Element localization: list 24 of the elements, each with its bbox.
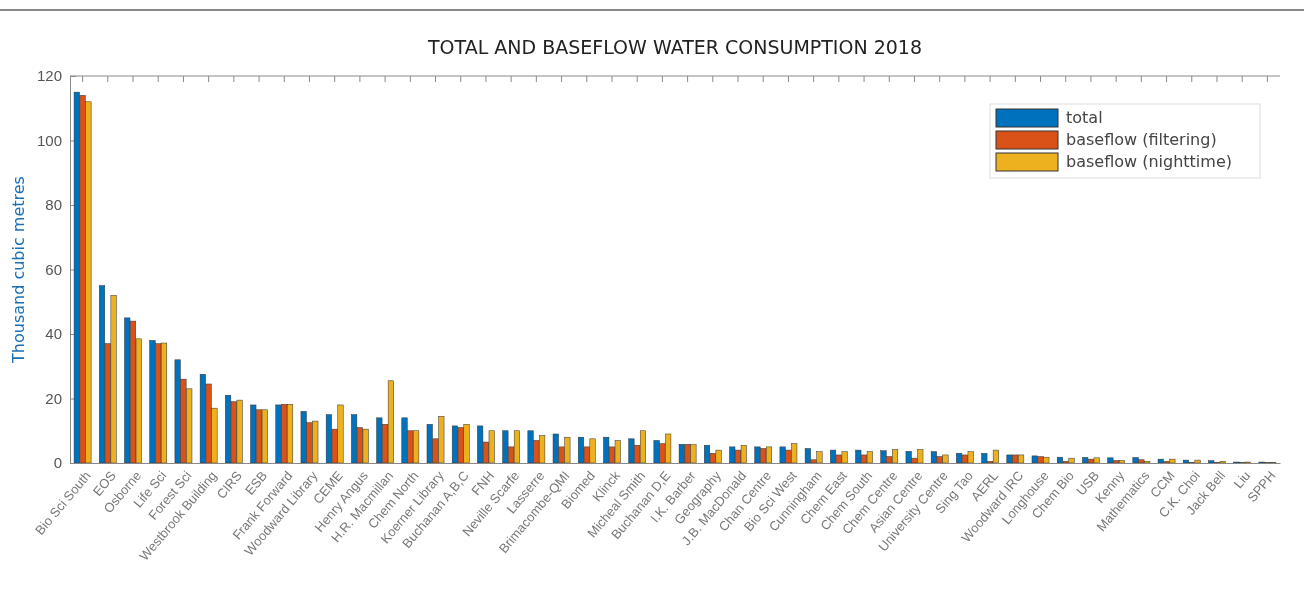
bar [704, 445, 711, 464]
y-axis-title: Thousand cubic metres [9, 176, 28, 364]
bar [477, 425, 484, 464]
y-tick-label: 120 [36, 67, 62, 85]
bar [981, 453, 988, 464]
y-tick-label: 80 [45, 196, 62, 214]
x-tick-label: Liu [1230, 468, 1254, 492]
bar [729, 446, 736, 464]
bar [1208, 460, 1215, 464]
legend-label: baseflow (nighttime) [1066, 152, 1232, 171]
y-tick-label: 40 [45, 325, 62, 343]
y-tick-label: 100 [36, 131, 62, 149]
bar [376, 417, 383, 464]
y-tick-label: 60 [45, 260, 62, 278]
y-tick-label: 0 [53, 454, 62, 472]
legend-label: total [1066, 108, 1103, 127]
legend-label: baseflow (filtering) [1066, 130, 1217, 149]
y-tick-label: 20 [45, 389, 62, 407]
bar [855, 449, 862, 464]
bar [830, 449, 837, 464]
bar [250, 404, 257, 464]
bar [603, 436, 610, 464]
chart-title: TOTAL AND BASEFLOW WATER CONSUMPTION 2018 [426, 36, 923, 58]
bar [1082, 457, 1089, 464]
